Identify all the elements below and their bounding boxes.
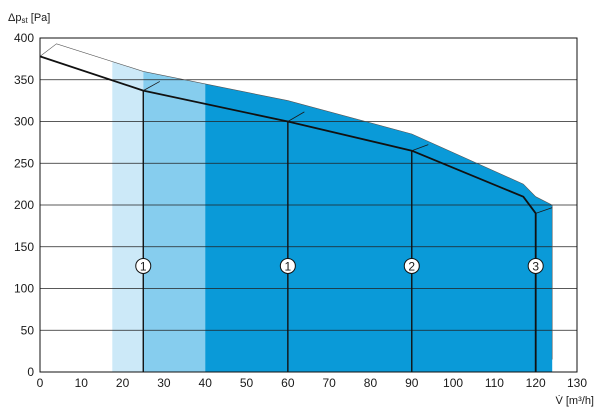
marker-label: 3 <box>532 259 539 273</box>
operating-point-tick-1 <box>143 81 160 91</box>
marker-circle <box>403 257 420 274</box>
marker-label: 1 <box>285 259 292 273</box>
x-tick-label: 40 <box>199 376 213 390</box>
y-tick-label: 50 <box>21 323 35 337</box>
x-tick-label: 130 <box>567 376 587 390</box>
characteristic-curves <box>39 43 553 372</box>
flow-bands <box>112 61 553 373</box>
x-tick-label: 120 <box>526 376 546 390</box>
y-tick-label: 150 <box>14 240 34 254</box>
x-tick-label: 30 <box>157 376 171 390</box>
x-tick-label: 80 <box>364 376 378 390</box>
x-tick-label: 90 <box>405 376 419 390</box>
y-tick-label: 400 <box>14 31 34 45</box>
y-tick-label: 250 <box>14 156 34 170</box>
upper-envelope-line <box>39 43 553 360</box>
operating-point-marker-1: 1 <box>135 257 152 274</box>
y-tick-label: 350 <box>14 73 34 87</box>
flow-band-2 <box>143 71 206 373</box>
x-tick-label: 10 <box>75 376 89 390</box>
grid-lines <box>40 37 577 331</box>
y-tick-label: 0 <box>27 365 34 379</box>
x-tick-label: 60 <box>281 376 295 390</box>
operating-point-marker-4: 3 <box>527 257 544 274</box>
y-tick-label: 100 <box>14 282 34 296</box>
operating-point-markers: 1 1 2 3 <box>135 257 544 274</box>
marker-label: 2 <box>408 259 415 273</box>
operating-point-tick-2 <box>287 111 305 122</box>
y-axis-title: Δpst [Pa] <box>8 12 50 25</box>
x-axis-title: V̇ [m³/h] <box>555 394 594 407</box>
y-tick-labels: 0 50 100 150 200 250 300 350 400 <box>14 31 34 379</box>
marker-circle <box>527 257 544 274</box>
plot-frame <box>39 37 578 373</box>
operating-point-marker-2: 1 <box>279 257 296 274</box>
flow-band-3 <box>205 83 553 373</box>
y-tick-label: 300 <box>14 115 34 129</box>
marker-circle <box>135 257 152 274</box>
operating-point-marker-3: 2 <box>403 257 420 274</box>
flow-band-1 <box>112 61 144 372</box>
operating-point-tick-4 <box>535 207 553 214</box>
marker-label: 1 <box>140 259 147 273</box>
axes <box>39 37 578 373</box>
x-tick-label: 70 <box>322 376 336 390</box>
marker-circle <box>279 257 296 274</box>
x-tick-label: 20 <box>116 376 130 390</box>
x-tick-label: 110 <box>485 376 504 390</box>
x-tick-label: 50 <box>240 376 254 390</box>
x-tick-label: 0 <box>37 376 44 390</box>
x-tick-label: 100 <box>443 376 463 390</box>
operating-point-tick-3 <box>411 144 429 152</box>
y-tick-label: 200 <box>14 198 34 212</box>
x-tick-labels: 0 10 20 30 40 50 60 70 80 90 100 110 120 130 <box>37 376 588 390</box>
